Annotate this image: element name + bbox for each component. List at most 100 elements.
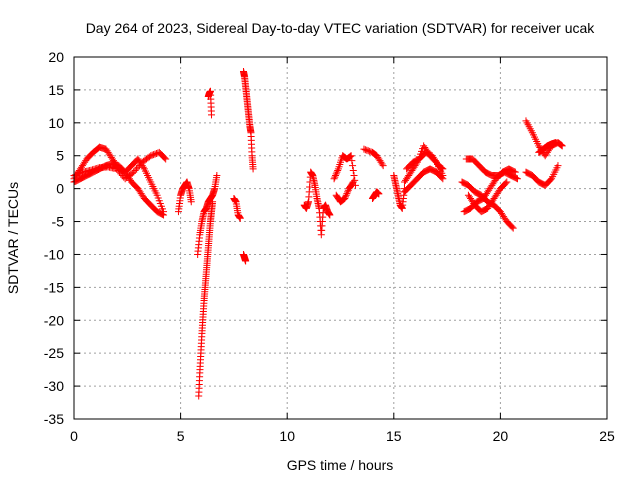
data-point	[147, 152, 155, 160]
series-arc-14h	[368, 188, 383, 203]
series-arc-5h	[174, 178, 195, 216]
data-point	[346, 153, 354, 161]
series-arc-13h	[360, 145, 387, 170]
series-arc-8h-low	[239, 250, 250, 265]
data-point	[347, 152, 355, 160]
data-point	[115, 168, 123, 176]
data-point	[333, 168, 341, 176]
chart-title: Day 264 of 2023, Sidereal Day-to-day VTE…	[86, 20, 596, 36]
series-arc-6h-drop	[195, 198, 217, 400]
data-point	[502, 179, 510, 187]
y-tick-label: 0	[56, 181, 64, 197]
y-tick-label: 20	[48, 49, 64, 65]
y-tick-label: 5	[56, 148, 64, 164]
data-point	[118, 171, 126, 179]
y-tick-label: -25	[44, 345, 64, 361]
data-point	[554, 162, 562, 170]
data-point	[503, 178, 511, 186]
data-point	[378, 160, 386, 168]
x-tick-label: 15	[386, 428, 402, 444]
data-point	[512, 174, 520, 182]
data-point	[151, 150, 159, 158]
data-point	[349, 178, 357, 186]
y-tick-label: 10	[48, 115, 64, 131]
data-point	[364, 147, 372, 155]
x-tick-label: 10	[279, 428, 295, 444]
data-point	[148, 151, 156, 159]
data-point	[349, 179, 357, 187]
data-point	[349, 167, 357, 175]
series-arc-16h-c	[403, 148, 447, 173]
series-arc-early-c	[70, 148, 170, 183]
data-point	[208, 111, 216, 119]
data-point	[135, 162, 143, 170]
data-point	[334, 167, 342, 175]
data-point	[130, 168, 138, 176]
series-arc-16h-b	[400, 165, 447, 196]
data-point	[343, 190, 351, 198]
y-tick-label: -20	[44, 312, 64, 328]
data-point	[509, 224, 517, 232]
x-tick-label: 0	[70, 428, 78, 444]
data-point	[113, 165, 121, 173]
series-arc-12h	[330, 152, 359, 189]
data-point	[134, 163, 142, 171]
data-point	[341, 195, 349, 203]
y-tick-label: -10	[44, 246, 64, 262]
y-tick-label: -30	[44, 378, 64, 394]
data-point	[366, 147, 374, 155]
data-point	[349, 162, 357, 170]
data-point	[160, 211, 168, 219]
data-point	[360, 145, 368, 153]
series-arc-19h-d	[464, 178, 511, 216]
x-tick-label: 20	[493, 428, 509, 444]
series-arc-19h-c	[462, 155, 521, 183]
data-point	[326, 211, 334, 219]
data-point	[131, 167, 139, 175]
data-point	[331, 173, 339, 181]
series-arc-11h	[300, 168, 334, 239]
data-point	[158, 210, 166, 218]
plot-frame	[73, 56, 608, 420]
series-arc-22h	[535, 139, 560, 156]
y-tick-label: -5	[52, 214, 65, 230]
y-axis-label: SDTVAR / TECUs	[5, 182, 21, 294]
y-tick-label: 15	[48, 82, 64, 98]
data-point	[145, 153, 153, 161]
data-point	[236, 214, 244, 222]
tick-labels: 0 5 10 15 20 25 -35 -30 -25 -20 -15 -10 -5 0 5 10 15 20	[44, 49, 615, 444]
y-tick-label: -35	[44, 411, 64, 427]
data-point	[161, 154, 169, 162]
data-point	[375, 190, 383, 198]
data-point	[344, 188, 352, 196]
data-point	[74, 170, 82, 178]
data-points	[70, 67, 566, 400]
data-point	[437, 164, 445, 172]
data-point	[439, 165, 447, 173]
data-point	[213, 171, 221, 179]
data-point	[557, 141, 565, 149]
series-arc-21h-b	[522, 162, 562, 189]
series-arc-6h-b	[194, 171, 221, 258]
data-point	[117, 170, 125, 178]
series-arc-12h-b	[332, 178, 357, 206]
data-point	[341, 193, 349, 201]
data-point	[350, 171, 358, 179]
data-point	[332, 170, 340, 178]
data-point	[71, 171, 79, 179]
data-point	[346, 152, 354, 160]
data-point	[133, 165, 141, 173]
data-point	[332, 171, 340, 179]
axis-ticks	[73, 56, 608, 420]
data-point	[162, 155, 170, 163]
data-point	[150, 151, 158, 159]
data-point	[438, 164, 446, 172]
data-point	[77, 169, 85, 177]
data-point	[552, 139, 560, 147]
data-point	[379, 162, 387, 170]
x-tick-label: 5	[177, 428, 185, 444]
series-arc-7h	[230, 195, 244, 222]
data-point	[439, 175, 447, 183]
data-point	[348, 157, 356, 165]
